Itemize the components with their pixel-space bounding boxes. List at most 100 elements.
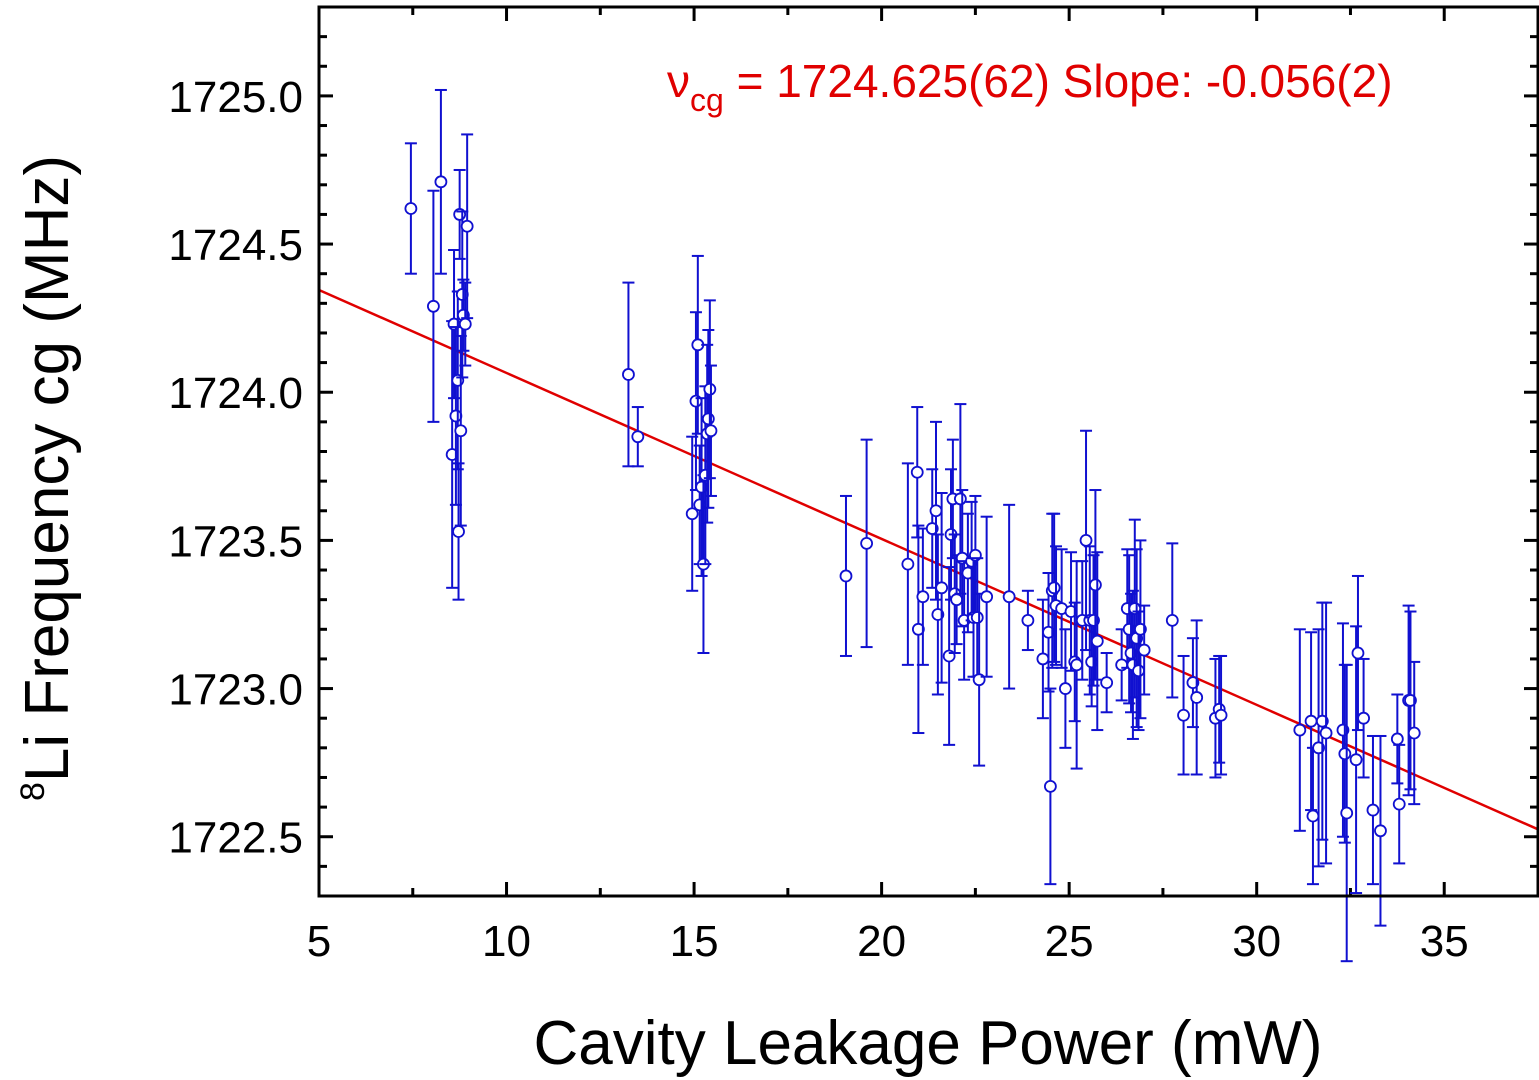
data-point xyxy=(980,515,994,678)
plot-area-frame xyxy=(317,5,1539,898)
data-marker xyxy=(1089,578,1102,592)
data-point xyxy=(901,462,915,666)
data-marker xyxy=(685,507,699,521)
y-tick-label: 1724.0 xyxy=(168,369,303,418)
data-point xyxy=(1351,574,1365,732)
data-marker xyxy=(622,368,635,381)
data-point xyxy=(1134,539,1147,720)
data-point xyxy=(1366,734,1380,886)
data-marker xyxy=(1059,682,1072,695)
data-point xyxy=(631,406,645,468)
data-point xyxy=(1021,589,1035,652)
data-marker xyxy=(452,525,465,538)
data-marker xyxy=(631,430,645,444)
data-point xyxy=(1186,637,1200,729)
data-marker xyxy=(1214,708,1228,722)
data-marker xyxy=(1132,664,1145,678)
data-marker xyxy=(1357,711,1370,725)
data-point xyxy=(1070,560,1084,770)
data-point xyxy=(1357,657,1370,779)
data-marker xyxy=(1002,590,1016,604)
data-marker xyxy=(953,492,967,506)
data-marker xyxy=(1186,676,1200,690)
data-marker xyxy=(1079,534,1093,547)
data-marker xyxy=(460,219,474,233)
data-point xyxy=(691,254,705,435)
data-point xyxy=(404,142,418,275)
data-marker xyxy=(1293,723,1307,737)
data-point xyxy=(1304,631,1318,812)
data-marker xyxy=(449,409,463,423)
data-point xyxy=(1392,743,1406,865)
data-point xyxy=(972,592,986,767)
data-point xyxy=(911,524,925,735)
data-point xyxy=(1312,628,1325,868)
data-marker xyxy=(458,317,472,331)
y-axis-title: 8Li Frequency cg (MHz) xyxy=(13,155,82,801)
y-tick-label: 1722.5 xyxy=(168,814,303,863)
fit-annotation: νcg = 1724.625(62) Slope: -0.056(2) xyxy=(667,55,1393,118)
data-marker xyxy=(970,611,984,624)
data-marker xyxy=(1134,622,1147,636)
data-point xyxy=(434,88,448,275)
data-point xyxy=(1100,652,1114,714)
data-marker xyxy=(1407,726,1421,740)
data-marker xyxy=(426,299,440,313)
y-axis-title-superscript: 8 xyxy=(14,782,52,801)
data-point xyxy=(860,438,874,649)
data-marker xyxy=(434,175,448,189)
data-marker xyxy=(1392,797,1406,811)
data-marker xyxy=(1338,747,1352,761)
data-point xyxy=(695,397,708,577)
x-tick-label: 20 xyxy=(857,917,906,966)
data-marker xyxy=(1021,614,1035,627)
data-point xyxy=(929,420,943,601)
data-point xyxy=(1319,601,1333,865)
data-marker xyxy=(1036,652,1050,666)
data-point xyxy=(1036,598,1050,720)
data-point xyxy=(1165,542,1179,699)
data-point xyxy=(703,299,717,480)
data-marker xyxy=(1306,809,1320,823)
data-point xyxy=(460,133,474,320)
y-tick-label: 1724.5 xyxy=(168,221,303,270)
data-marker xyxy=(910,465,924,479)
data-point xyxy=(685,435,699,592)
x-tick-label: 30 xyxy=(1232,917,1281,966)
data-marker xyxy=(1340,806,1354,820)
data-marker xyxy=(1374,824,1387,838)
data-point xyxy=(839,494,853,657)
x-tick-label: 10 xyxy=(482,917,531,966)
x-tick-label: 25 xyxy=(1045,917,1094,966)
data-point xyxy=(1002,503,1016,690)
annotation-symbol: ν xyxy=(667,55,690,107)
data-point xyxy=(925,468,939,589)
data-point xyxy=(454,334,468,527)
data-point xyxy=(1404,610,1417,791)
data-marker xyxy=(454,424,468,438)
data-marker xyxy=(1100,676,1114,690)
data-marker xyxy=(404,202,418,215)
data-marker xyxy=(1390,732,1404,746)
data-marker xyxy=(701,412,715,426)
x-tick-label: 15 xyxy=(670,917,719,966)
data-point xyxy=(426,189,440,423)
data-marker xyxy=(980,590,994,604)
data-marker xyxy=(916,590,930,604)
data-point xyxy=(1374,734,1387,927)
data-point xyxy=(1090,551,1104,732)
tick-labels-layer: 5 10 15 20 25 30 35 1722.5 1723.0 1723.5 1724.0 172… xyxy=(168,73,1468,966)
data-marker xyxy=(703,382,717,396)
data-point xyxy=(1190,619,1204,776)
data-marker xyxy=(935,581,949,595)
data-marker xyxy=(1312,741,1325,755)
data-marker xyxy=(1070,658,1084,672)
data-marker xyxy=(1351,646,1365,660)
fit-line xyxy=(318,288,1539,831)
data-point xyxy=(935,491,949,684)
x-tick-label: 35 xyxy=(1420,917,1469,966)
x-tick-label: 5 xyxy=(307,917,331,966)
y-tick-label: 1723.5 xyxy=(168,517,303,566)
data-marker xyxy=(1319,726,1333,740)
